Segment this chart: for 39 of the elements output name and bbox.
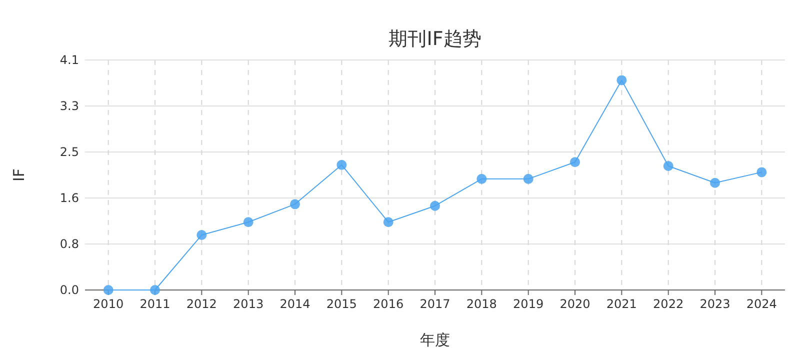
x-tick-label: 2018	[466, 297, 497, 311]
x-tick-label: 2014	[280, 297, 310, 311]
point	[756, 167, 767, 178]
y-tick-label: 0.8	[60, 237, 79, 251]
y-axis-title: IF	[10, 168, 28, 182]
y-tick-label: 3.3	[60, 99, 79, 113]
point	[570, 157, 580, 168]
x-tick-label: 2022	[653, 297, 684, 311]
point	[196, 230, 207, 240]
point	[103, 285, 114, 295]
x-tick-label: 2017	[420, 297, 450, 311]
point	[710, 178, 720, 188]
point	[150, 285, 160, 295]
point	[476, 174, 487, 184]
x-tick-label: 2010	[93, 297, 124, 311]
point	[663, 161, 674, 172]
x-tick-label: 2020	[560, 297, 590, 311]
y-tick-label: 0.0	[60, 283, 79, 297]
x-axis-title: 年度	[420, 331, 450, 349]
point	[616, 75, 627, 86]
chart-title: 期刊IF趋势	[388, 28, 482, 50]
x-tick-label: 2015	[326, 297, 357, 311]
y-tick-label: 4.1	[60, 53, 79, 67]
x-tick-label: 2016	[373, 297, 404, 311]
x-tick-label: 2024	[746, 297, 777, 311]
y-tick-label: 1.6	[60, 191, 79, 205]
point	[383, 217, 394, 228]
x-tick-label: 2019	[513, 297, 544, 311]
point	[290, 199, 300, 210]
point	[243, 217, 254, 228]
x-tick-label: 2013	[233, 297, 264, 311]
x-tick-label: 2021	[606, 297, 637, 311]
point	[523, 174, 534, 184]
point	[430, 200, 440, 211]
x-tick-label: 2011	[140, 297, 170, 311]
point	[336, 160, 347, 170]
x-tick-label: 2023	[700, 297, 730, 311]
x-tick-label: 2012	[186, 297, 217, 311]
y-tick-label: 2.5	[60, 145, 79, 159]
